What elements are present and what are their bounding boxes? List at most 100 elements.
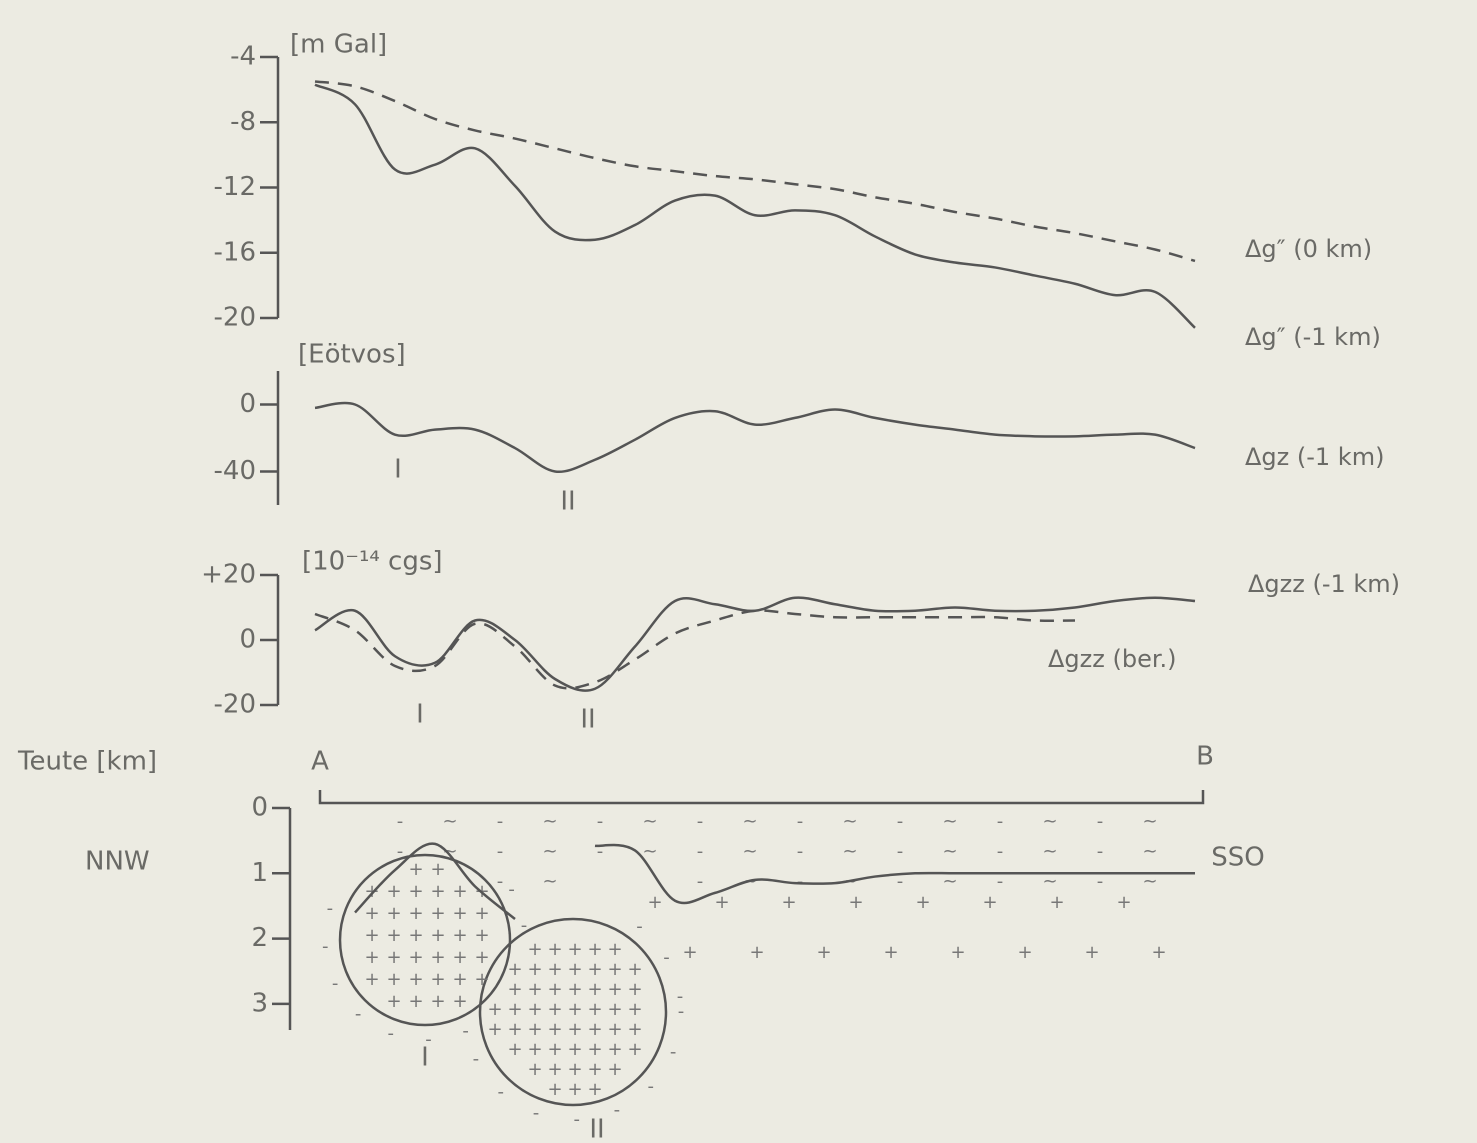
pattern-symbol: + (567, 1019, 582, 1040)
pattern-symbol: + (527, 999, 542, 1020)
pattern-symbol: ~ (442, 841, 457, 862)
pattern-symbol: + (1151, 942, 1166, 963)
data-line (314, 80, 1196, 263)
pattern-symbol: + (430, 903, 445, 924)
profile-line (318, 790, 1205, 805)
pattern-symbol: + (386, 881, 401, 902)
pattern-symbol: + (408, 925, 423, 946)
pattern-symbol: + (883, 942, 898, 963)
pattern-symbol: + (507, 979, 522, 1000)
pattern-symbol: ~ (1142, 841, 1157, 862)
annotation: SSO (1211, 843, 1264, 873)
pattern-symbol: + (507, 1039, 522, 1060)
pattern-symbol: ~ (642, 811, 657, 832)
axis-unit: Teute [km] (17, 747, 157, 777)
pattern-symbol: + (627, 999, 642, 1020)
annotation: II (589, 1115, 604, 1143)
pattern-symbol: + (587, 939, 602, 960)
pattern-symbol: + (1017, 942, 1032, 963)
pattern-symbol: ~ (842, 811, 857, 832)
pattern-symbol: + (452, 903, 467, 924)
pattern-symbol: - (897, 841, 904, 862)
pattern-symbol: - (533, 1102, 540, 1123)
pattern-symbol: + (386, 969, 401, 990)
pattern-symbol: + (364, 903, 379, 924)
pattern-symbol: + (527, 1059, 542, 1080)
pattern-symbol: + (452, 969, 467, 990)
pattern-symbol: + (452, 925, 467, 946)
pattern-symbol: ~ (742, 841, 757, 862)
pattern-symbol: - (697, 841, 704, 862)
pattern-symbol: + (1116, 892, 1131, 913)
pattern-symbol: + (452, 881, 467, 902)
pattern-symbol: - (678, 1001, 685, 1022)
pattern-symbol: ~ (942, 811, 957, 832)
pattern-symbol: - (1097, 811, 1104, 832)
pattern-symbol: + (627, 1019, 642, 1040)
series-label: Δgzz (-1 km) (1248, 570, 1400, 598)
pattern-symbol: + (547, 1039, 562, 1060)
y-tick-label: -20 (214, 690, 256, 720)
pattern-symbol: + (567, 1059, 582, 1080)
pattern-symbol: + (627, 979, 642, 1000)
pattern-symbol: + (647, 892, 662, 913)
pattern-symbol: + (607, 959, 622, 980)
pattern-symbol: - (473, 1048, 480, 1069)
pattern-symbol: - (647, 1076, 654, 1097)
pattern-symbol: + (430, 859, 445, 880)
series-label: Δgzz (ber.) (1048, 645, 1177, 673)
rock-pattern: ++++++++++++++++++++++++++++++++++++++++… (322, 811, 1167, 1130)
pattern-symbol: + (527, 979, 542, 1000)
pattern-symbol: + (607, 1059, 622, 1080)
pattern-symbol: + (587, 999, 602, 1020)
data-line (354, 842, 1195, 920)
pattern-symbol: - (677, 986, 684, 1007)
pattern-symbol: - (332, 973, 339, 994)
pattern-symbol: + (567, 1039, 582, 1060)
pattern-symbol: - (897, 811, 904, 832)
pattern-symbol: + (430, 925, 445, 946)
pattern-symbol: + (567, 939, 582, 960)
pattern-symbol: + (527, 939, 542, 960)
annotation: I (421, 1043, 429, 1073)
pattern-symbol: + (527, 959, 542, 980)
y-tick-label: -40 (214, 456, 256, 486)
pattern-symbol: - (614, 1100, 621, 1121)
data-line (314, 83, 1196, 329)
series-label: Δg″ (-1 km) (1245, 323, 1381, 351)
pattern-symbol: + (982, 892, 997, 913)
pattern-symbol: + (364, 947, 379, 968)
pattern-symbol: - (388, 1023, 395, 1044)
pattern-symbol: + (607, 1019, 622, 1040)
y-tick-label: +20 (201, 560, 256, 590)
series-label: Δg″ (0 km) (1245, 235, 1372, 263)
annotation: I (394, 455, 402, 485)
pattern-symbol: + (408, 991, 423, 1012)
pattern-symbol: - (897, 871, 904, 892)
pattern-symbol: ~ (842, 841, 857, 862)
pattern-symbol: + (587, 1019, 602, 1040)
annotation: II (580, 705, 595, 735)
axis-unit: [Eötvos] (298, 340, 406, 370)
pattern-symbol: - (355, 1003, 362, 1024)
pattern-symbol: + (950, 942, 965, 963)
axis-unit: [10⁻¹⁴ cgs] (302, 547, 443, 577)
pattern-symbol: ~ (442, 811, 457, 832)
pattern-symbol: ~ (942, 841, 957, 862)
pattern-symbol: - (797, 871, 804, 892)
pattern-symbol: - (997, 871, 1004, 892)
pattern-symbol: + (587, 1059, 602, 1080)
pattern-symbol: + (607, 979, 622, 1000)
pattern-symbol: - (397, 841, 404, 862)
pattern-symbol: + (749, 942, 764, 963)
pattern-symbol: + (430, 991, 445, 1012)
pattern-symbol: - (462, 1020, 469, 1041)
pattern-symbol: ~ (542, 811, 557, 832)
pattern-symbol: - (997, 811, 1004, 832)
pattern-symbol: + (507, 1019, 522, 1040)
y-tick-label: -8 (230, 107, 256, 137)
pattern-symbol: + (547, 959, 562, 980)
pattern-symbol: - (574, 1109, 581, 1130)
body-circle (478, 917, 668, 1107)
